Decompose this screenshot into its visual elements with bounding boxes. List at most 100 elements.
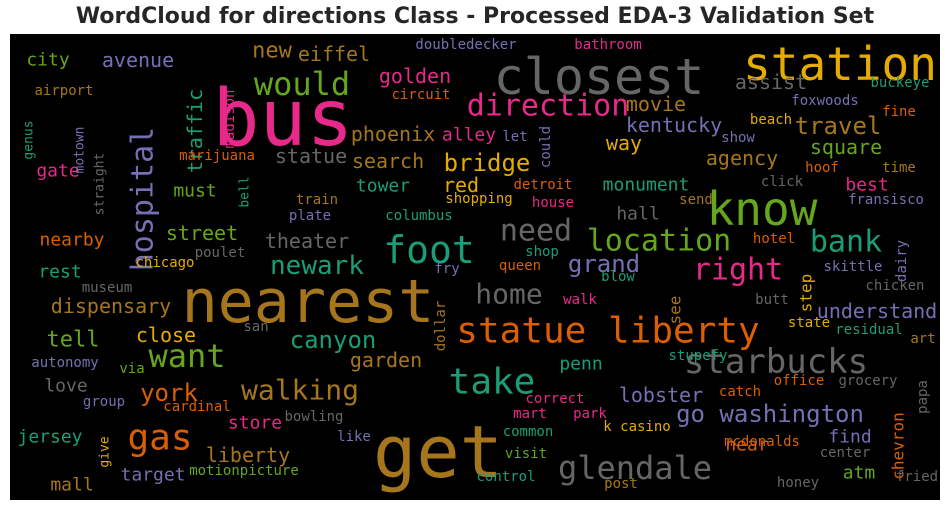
word-butt: butt [755,292,789,308]
word-show: show [721,130,755,146]
word-assist: assist [735,70,807,94]
word-common: common [503,424,554,440]
word-understand: understand [817,299,937,323]
word-jersey: jersey [17,427,82,448]
word-shopping: shopping [445,191,512,207]
word-office: office [774,373,825,389]
word-catch: catch [719,384,761,400]
word-foxwoods: foxwoods [791,93,858,109]
word-control: control [476,469,535,485]
word-art: art [910,331,935,347]
word-dispensary: dispensary [51,294,171,318]
word-new: new [252,39,292,64]
word-dairy: dairy [894,240,910,282]
word-dollar: dollar [433,301,449,352]
word-detroit: detroit [513,177,572,193]
word-buckeye: buckeye [870,75,929,91]
word-beach: beach [750,112,792,128]
word-must: must [173,181,216,202]
word-alley: alley [442,125,496,146]
word-queen: queen [499,258,541,274]
word-target: target [120,465,185,486]
word-street: street [166,221,238,245]
word-park: park [573,406,607,422]
word-close: close [136,323,196,347]
wordcloud-panel: bus nearest get closest station know statue li… [10,34,940,500]
word-send: send [679,192,713,208]
word-genus: genus [22,120,37,159]
word-search: search [352,149,424,173]
chart-title: WordCloud for directions Class - Process… [0,4,950,29]
word-chicken: chicken [865,278,924,294]
word-papa: papa [915,380,931,414]
word-walking: walking [241,374,359,407]
word-fried: fried [896,469,938,485]
word-airport: airport [34,83,93,99]
word-could: could [538,126,554,168]
word-statue: statue [275,144,347,168]
word-fry: fry [434,261,459,277]
word-autonomy: autonomy [31,355,98,371]
word-state: state [788,315,830,331]
word-circuit: circuit [391,87,450,103]
word-gas: gas [127,418,192,459]
word-post: post [604,476,638,492]
word-center: center [820,445,871,461]
word-golden: golden [379,64,451,88]
word-theater: theater [265,229,349,253]
word-motionpicture: motionpicture [189,463,299,479]
word-see: see [666,296,685,325]
word-group: group [83,394,125,410]
word-tower: tower [356,176,410,197]
word-stupefy: stupefy [668,348,727,364]
word-plate: plate [289,208,331,224]
word-mall: mall [50,475,93,496]
word-mart: mart [513,406,547,422]
word-bowling: bowling [284,409,343,425]
word-columbus: columbus [385,208,452,224]
word-would: would [254,65,350,103]
word-time: time [882,160,916,176]
word-go-washington: go washington [676,400,864,428]
word-take: take [449,362,536,403]
word-like: like [337,429,371,445]
word-phoenix: phoenix [351,122,435,146]
word-fine: fine [882,104,916,120]
word-visit: visit [505,446,547,462]
word-motown: motown [73,127,88,174]
word-store: store [228,413,282,434]
word-hoof: hoof [805,160,839,176]
word-via: via [119,361,144,377]
word-rest: rest [38,262,81,283]
word-square: square [810,135,882,159]
word-atm: atm [843,463,876,484]
word-direction: direction [467,89,630,124]
word-way: way [606,131,642,155]
word-nearby: nearby [39,230,104,251]
word-hall: hall [616,204,659,225]
word-love: love [44,376,87,397]
word-marijuana: marijuana [179,148,255,164]
word-step: step [797,274,816,313]
word-bank: bank [810,225,882,260]
word-movie: movie [626,92,686,116]
word-monument: monument [603,175,690,196]
word-straight: straight [93,153,108,216]
word-city: city [26,50,70,71]
word-doubledecker: doubledecker [415,37,516,53]
word-k-casino: k casino [603,419,670,435]
word-museum: museum [82,280,133,296]
word-bell: bell [238,176,253,207]
word-walk: walk [563,292,597,308]
word-grocery: grocery [838,373,897,389]
word-foot: foot [383,228,475,272]
word-correct: correct [525,391,584,407]
word-madison: madison [222,89,238,148]
word-residual: residual [835,322,902,338]
word-cardinal: cardinal [163,399,230,415]
word-house: house [532,195,574,211]
word-mcdonalds: mcdonalds [724,434,800,450]
word-fransisco: fransisco [848,192,924,208]
word-penn: penn [559,354,602,375]
word-hospital: hospital [126,127,161,272]
